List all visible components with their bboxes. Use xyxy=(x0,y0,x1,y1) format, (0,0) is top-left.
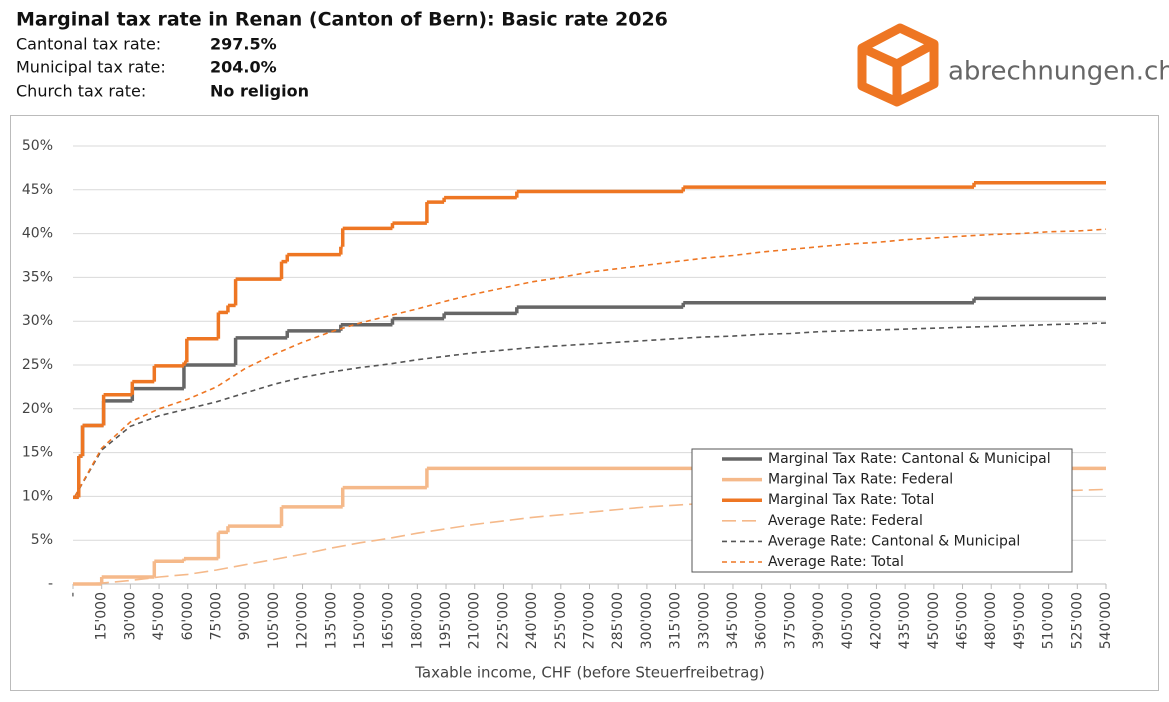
x-tick-label: 300'000 xyxy=(639,592,655,649)
x-tick-label: 405'000 xyxy=(840,592,856,649)
legend-box xyxy=(691,448,1073,573)
y-tick-label: 35% xyxy=(22,269,53,285)
x-tick-label: 420'000 xyxy=(868,592,884,649)
x-tick-label: 480'000 xyxy=(983,592,999,649)
y-tick-label: 45% xyxy=(22,182,53,198)
x-tick-label: 135'000 xyxy=(323,592,339,649)
info-label: Cantonal tax rate: xyxy=(16,35,161,54)
average-line xyxy=(74,228,1107,497)
step-series xyxy=(73,296,1106,500)
y-tick-label: 15% xyxy=(22,445,53,461)
y-tick-label: 30% xyxy=(22,313,53,329)
x-tick-label: 255'000 xyxy=(553,592,569,649)
x-tick-label: 210'000 xyxy=(467,592,483,649)
x-tick-label: 270'000 xyxy=(582,592,598,649)
x-tick-label: 30'000 xyxy=(122,592,138,640)
x-axis-title: Taxable income, CHF (before Steuerfreibe… xyxy=(414,664,765,682)
x-tick-label: 75'000 xyxy=(208,592,224,640)
legend-label: Marginal Tax Rate: Cantonal & Municipal xyxy=(768,451,1051,467)
chart-frame xyxy=(10,115,1159,691)
x-tick-label: 510'000 xyxy=(1041,592,1057,649)
x-tick-label: 240'000 xyxy=(524,592,540,649)
average-line xyxy=(74,322,1107,497)
brand: abrechnungen.ch xyxy=(948,57,1169,87)
x-tick-label: 315'000 xyxy=(668,592,684,649)
y-tick-label: 50% xyxy=(22,138,53,154)
step-series xyxy=(73,181,1106,500)
x-tick-label: 465'000 xyxy=(955,592,971,649)
y-tick-label: 40% xyxy=(22,226,53,242)
x-tick-label: 495'000 xyxy=(1012,592,1028,649)
legend-label: Average Rate: Federal xyxy=(768,513,923,529)
chart-title: Marginal tax rate in Renan (Canton of Be… xyxy=(16,9,668,31)
x-tick-label: 45'000 xyxy=(151,592,167,640)
legend-label: Marginal Tax Rate: Total xyxy=(768,492,934,508)
x-tick-label: 345'000 xyxy=(725,592,741,649)
info-value: No religion xyxy=(210,82,309,101)
x-tick-label: 360'000 xyxy=(754,592,770,649)
legend-label: Average Rate: Total xyxy=(768,554,904,570)
legend-label: Average Rate: Cantonal & Municipal xyxy=(768,533,1020,549)
x-tick-label: 285'000 xyxy=(610,592,626,649)
x-tick-label: 540'000 xyxy=(1098,592,1114,649)
info-value: 297.5% xyxy=(210,35,277,54)
info-label: Church tax rate: xyxy=(16,82,146,101)
x-tick-label: 450'000 xyxy=(926,592,942,649)
info-label: Municipal tax rate: xyxy=(16,58,166,77)
x-tick-label: 195'000 xyxy=(438,592,454,649)
x-tick-label: 105'000 xyxy=(266,592,282,649)
x-tick-label: 90'000 xyxy=(237,592,253,640)
x-tick-label: - xyxy=(65,592,81,597)
y-tick-label: 5% xyxy=(31,532,53,548)
x-tick-label: 525'000 xyxy=(1069,592,1085,649)
y-tick-label: - xyxy=(48,576,53,592)
y-tick-label: 10% xyxy=(22,488,53,504)
x-tick-label: 435'000 xyxy=(897,592,913,649)
x-tick-label: 150'000 xyxy=(352,592,368,649)
x-tick-label: 165'000 xyxy=(381,592,397,649)
x-tick-label: 390'000 xyxy=(811,592,827,649)
x-tick-label: 120'000 xyxy=(295,592,311,649)
legend-label: Marginal Tax Rate: Federal xyxy=(768,472,953,488)
y-tick-label: 25% xyxy=(22,357,53,373)
x-tick-label: 180'000 xyxy=(409,592,425,649)
logo-icon xyxy=(857,23,939,107)
x-tick-label: 375'000 xyxy=(782,592,798,649)
x-tick-label: 60'000 xyxy=(180,592,196,640)
x-tick-label: 15'000 xyxy=(94,592,110,640)
x-tick-label: 225'000 xyxy=(495,592,511,649)
info-value: 204.0% xyxy=(210,58,277,77)
y-tick-label: 20% xyxy=(22,401,53,417)
x-tick-label: 330'000 xyxy=(696,592,712,649)
